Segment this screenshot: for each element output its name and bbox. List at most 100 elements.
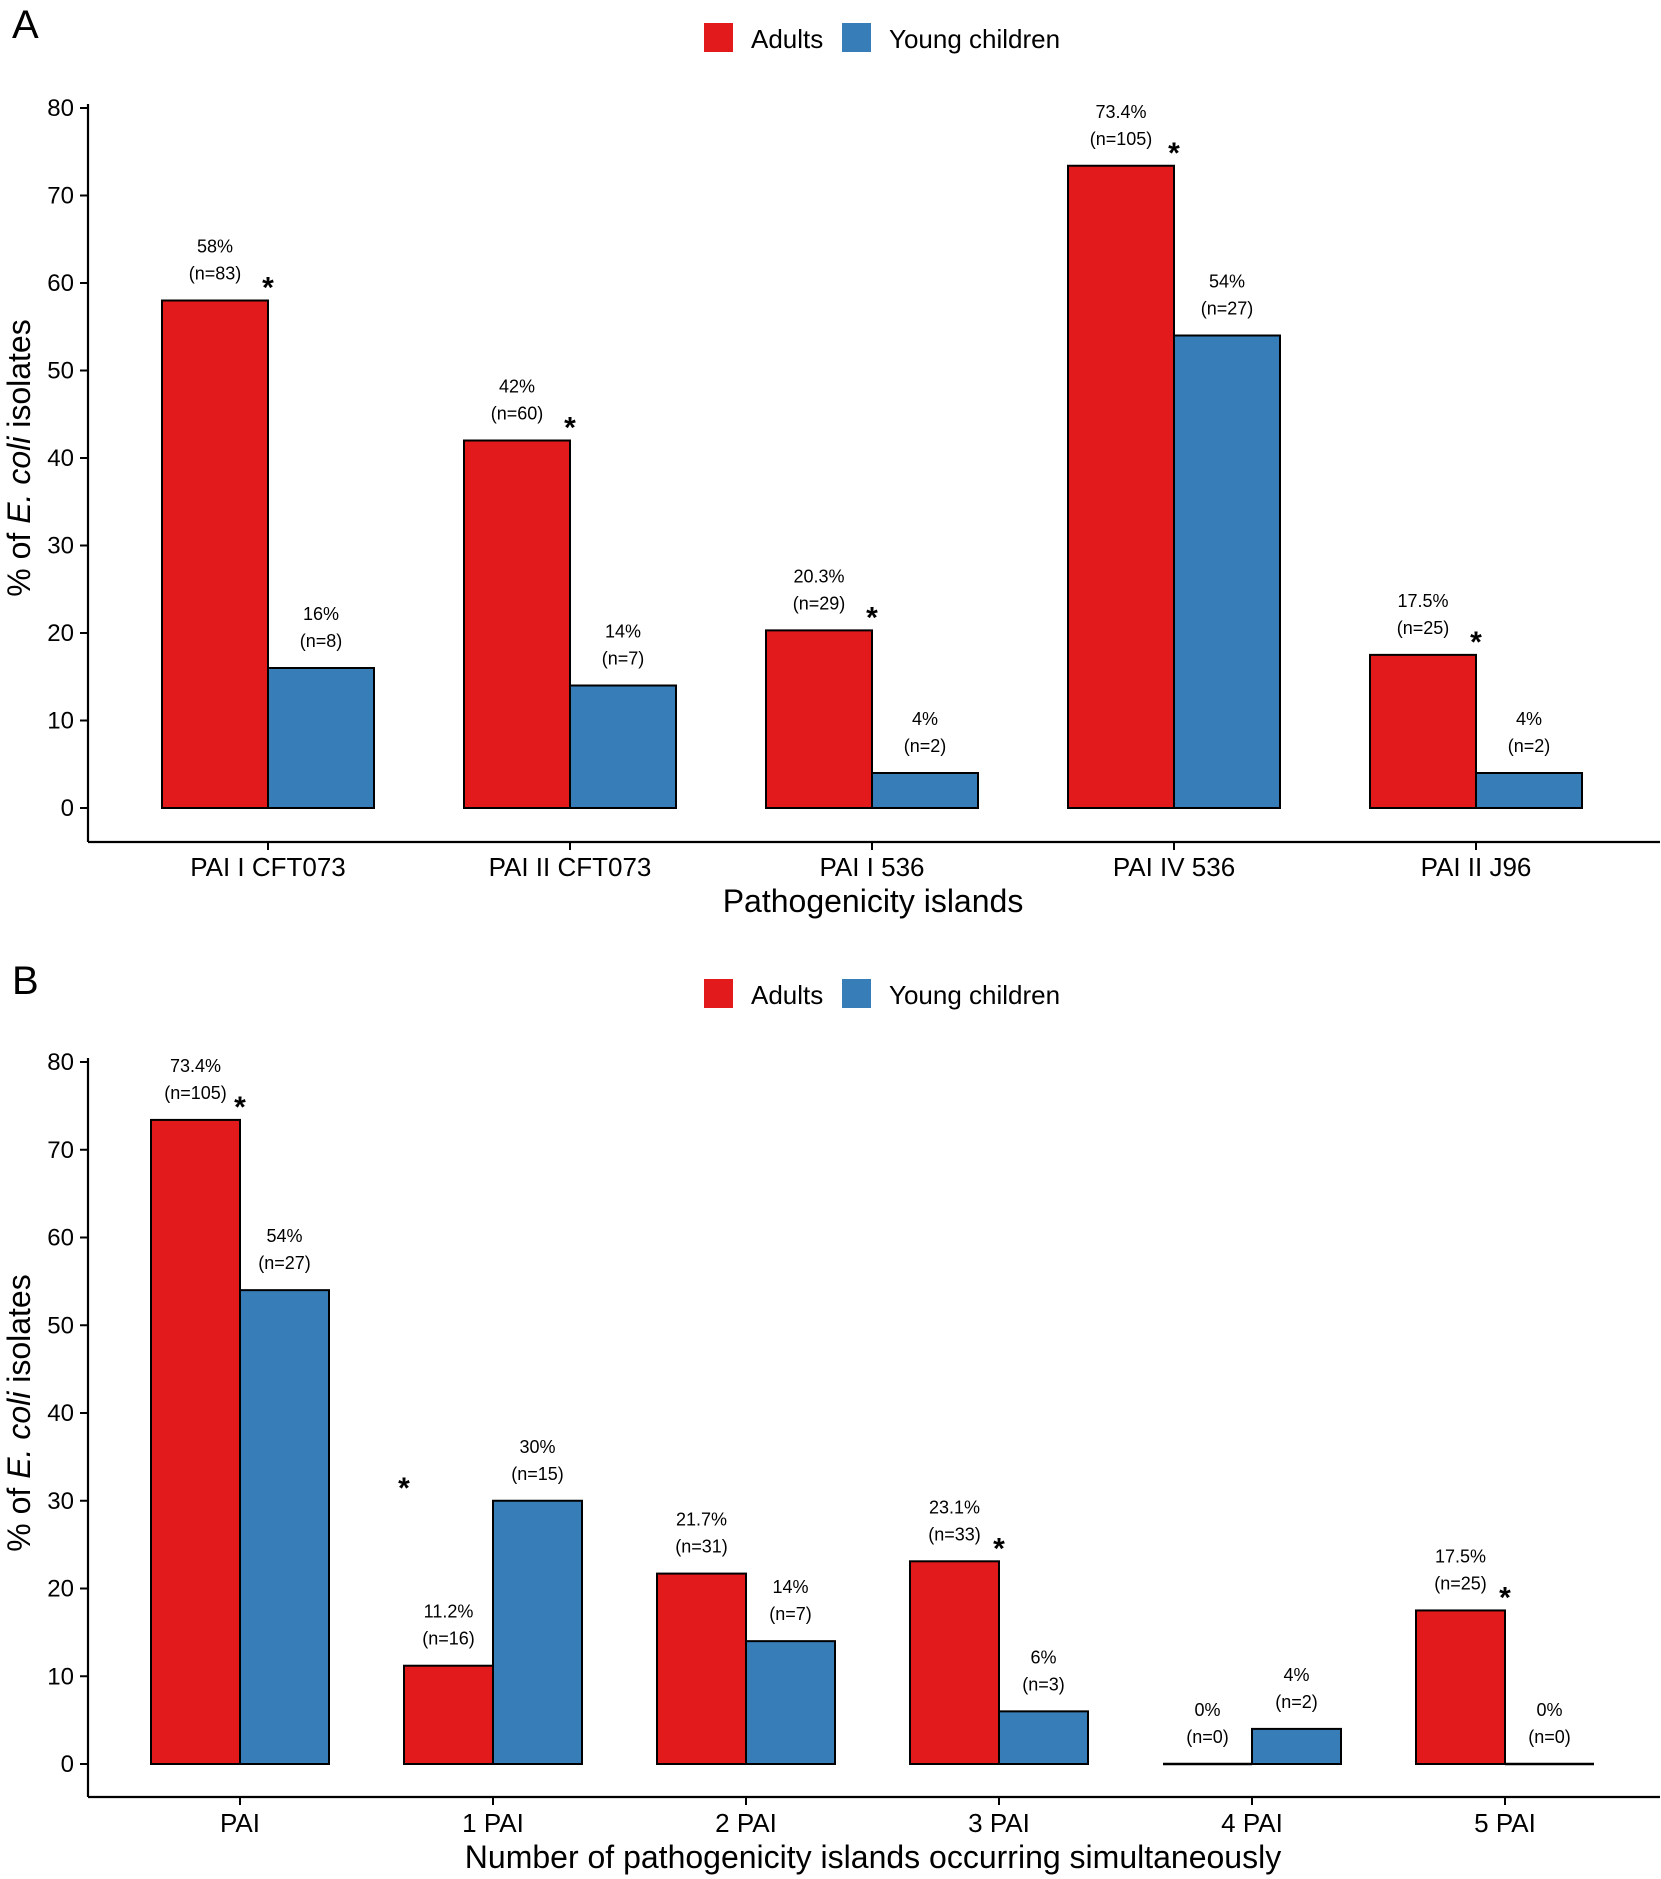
x-tick-label: PAI I 536	[819, 852, 924, 882]
data-label-percent: 0%	[1536, 1700, 1562, 1720]
y-tick-label: 30	[47, 533, 74, 560]
data-label-percent: 16%	[303, 604, 339, 624]
bar-adults	[1067, 164, 1175, 809]
bar-adults	[463, 439, 571, 809]
significance-star: *	[234, 1091, 246, 1124]
data-label-n: (n=25)	[1397, 618, 1450, 638]
data-label-n: (n=25)	[1434, 1573, 1487, 1593]
data-label-percent: 4%	[912, 709, 938, 729]
data-label-n: (n=83)	[189, 264, 242, 284]
y-tick-label: 80	[47, 95, 74, 122]
legend-label-young-children: Young children	[889, 24, 1060, 54]
data-label-n: (n=7)	[602, 649, 645, 669]
x-tick-label: 1 PAI	[462, 1808, 524, 1838]
bar-young-children	[1251, 1727, 1342, 1766]
data-label-percent: 73.4%	[1095, 102, 1146, 122]
data-label-n: (n=33)	[928, 1524, 981, 1544]
data-label-n: (n=27)	[1201, 299, 1254, 319]
data-label-n: (n=27)	[258, 1253, 311, 1273]
x-tick-label: PAI II J96	[1421, 852, 1532, 882]
y-tick-label: 60	[47, 1225, 74, 1252]
data-label-n: (n=29)	[793, 593, 846, 613]
data-label-n: (n=8)	[300, 631, 343, 651]
bar-adults	[656, 1572, 747, 1766]
legend-swatch-young-children	[842, 979, 871, 1008]
significance-star: *	[866, 601, 878, 634]
x-tick-label: 4 PAI	[1221, 1808, 1283, 1838]
legend: Adults Young children	[704, 979, 1060, 1010]
bar-young-children	[239, 1289, 330, 1766]
x-tick-label: 3 PAI	[968, 1808, 1030, 1838]
bar-young-children	[998, 1710, 1089, 1765]
data-label-n: (n=7)	[769, 1604, 812, 1624]
chart-panel-b: B Adults Young children 0 10 20 30 40 50 60 70 80 % …	[1, 959, 1660, 1875]
x-axis-title: Pathogenicity islands	[723, 883, 1024, 919]
x-axis-title: Number of pathogenicity islands occurrin…	[465, 1839, 1281, 1875]
significance-star: *	[564, 412, 576, 445]
legend-label-young-children: Young children	[889, 980, 1060, 1010]
x-tick-label: PAI I CFT073	[190, 852, 346, 882]
y-tick-label: 40	[47, 1400, 74, 1427]
data-label-n: (n=2)	[1275, 1692, 1318, 1712]
bar-adults	[1415, 1609, 1506, 1765]
data-label-n: (n=60)	[491, 404, 544, 424]
significance-star: *	[1168, 137, 1180, 170]
y-tick-label: 20	[47, 620, 74, 647]
legend-swatch-adults	[704, 979, 733, 1008]
data-label-n: (n=31)	[675, 1537, 728, 1557]
panel-letter: B	[12, 959, 39, 1003]
y-tick-label: 60	[47, 270, 74, 297]
y-tick-label: 70	[47, 1137, 74, 1164]
data-label-n: (n=15)	[511, 1464, 564, 1484]
bar-adults	[909, 1560, 1000, 1765]
y-tick-label: 70	[47, 183, 74, 210]
data-label-percent: 42%	[499, 377, 535, 397]
y-axis-title: % of E. coli isolates	[1, 1274, 37, 1551]
bar-adults	[161, 299, 269, 809]
data-label-percent: 58%	[197, 237, 233, 257]
data-label-n: (n=0)	[1528, 1727, 1571, 1747]
data-label-n: (n=0)	[1186, 1727, 1229, 1747]
legend: Adults Young children	[704, 23, 1060, 54]
bar-adults	[403, 1664, 494, 1765]
y-tick-label: 80	[47, 1049, 74, 1076]
data-label-percent: 54%	[1209, 272, 1245, 292]
data-label-n: (n=3)	[1022, 1674, 1065, 1694]
chart-panel-a: A Adults Young children 0 10 20 30 40 50 60 70 80 % …	[1, 3, 1660, 919]
bar-adults	[1369, 653, 1477, 809]
bar-young-children	[267, 667, 375, 809]
x-tick-label: 2 PAI	[715, 1808, 777, 1838]
data-label-n: (n=105)	[164, 1083, 227, 1103]
data-label-percent: 0%	[1194, 1700, 1220, 1720]
y-tick-label: 50	[47, 1312, 74, 1339]
significance-star: *	[262, 272, 274, 305]
x-tick-label: PAI	[220, 1808, 260, 1838]
data-label-percent: 23.1%	[929, 1497, 980, 1517]
y-tick-label: 10	[47, 1663, 74, 1690]
data-label-percent: 21.7%	[676, 1510, 727, 1530]
x-tick-label: PAI IV 536	[1113, 852, 1235, 882]
y-tick-label: 10	[47, 708, 74, 735]
data-label-percent: 20.3%	[793, 566, 844, 586]
bar-young-children	[871, 772, 979, 809]
significance-star: *	[1499, 1581, 1511, 1614]
y-tick-label: 50	[47, 358, 74, 385]
panel-letter: A	[12, 3, 39, 47]
data-label-percent: 4%	[1283, 1665, 1309, 1685]
legend-swatch-adults	[704, 23, 733, 52]
data-label-percent: 11.2%	[424, 1602, 474, 1622]
data-label-n: (n=2)	[1508, 736, 1551, 756]
data-label-percent: 30%	[519, 1437, 555, 1457]
legend-label-adults: Adults	[751, 24, 823, 54]
bar-young-children	[1173, 334, 1281, 809]
bar-young-children	[745, 1640, 836, 1766]
significance-star: *	[398, 1472, 410, 1505]
bar-young-children	[569, 684, 677, 809]
data-label-percent: 54%	[266, 1226, 302, 1246]
y-axis-title: % of E. coli isolates	[1, 319, 37, 596]
bar-adults	[765, 629, 873, 809]
data-label-percent: 14%	[772, 1577, 808, 1597]
legend-label-adults: Adults	[751, 980, 823, 1010]
bar-young-children	[1475, 772, 1583, 809]
bar-adults	[150, 1118, 241, 1766]
